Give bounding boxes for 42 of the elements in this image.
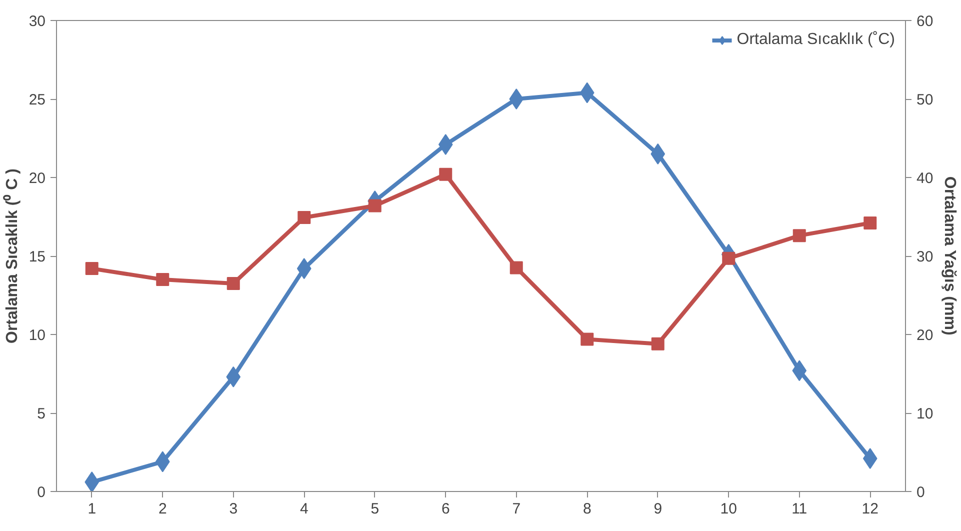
y-tick-label: 20 bbox=[28, 170, 46, 187]
y2-tick-label: 30 bbox=[916, 248, 934, 266]
point bbox=[439, 168, 452, 181]
legend-label: Ortalama Sıcaklık (˚C) bbox=[736, 31, 895, 49]
x-tick-label: 9 bbox=[654, 500, 662, 518]
y-axis-title: Ortalama Sıcaklık (⁰ C ) bbox=[2, 168, 21, 344]
y2-tick-label: 40 bbox=[916, 170, 934, 187]
x-tick-label: 6 bbox=[441, 500, 450, 518]
y2-tick-label: 60 bbox=[916, 13, 934, 30]
point bbox=[85, 262, 98, 276]
point bbox=[84, 472, 100, 492]
x-tick-label: 12 bbox=[862, 500, 878, 518]
y-tick-label: 15 bbox=[28, 248, 46, 266]
point bbox=[580, 332, 594, 346]
x-tick-label: 2 bbox=[158, 500, 167, 518]
x-tick-label: 7 bbox=[512, 500, 521, 518]
point bbox=[792, 229, 806, 242]
x-tick-label: 10 bbox=[720, 500, 737, 518]
x-tick-label: 4 bbox=[300, 500, 308, 518]
y2-tick-label: 10 bbox=[916, 406, 934, 422]
y-tick-label: 0 bbox=[37, 484, 46, 501]
y2-tick-label: 0 bbox=[916, 484, 925, 501]
y-tick-label: 30 bbox=[28, 13, 46, 30]
point bbox=[226, 276, 240, 290]
point bbox=[510, 261, 523, 274]
y-tick-label: 10 bbox=[28, 327, 46, 344]
point bbox=[509, 88, 524, 110]
point bbox=[864, 216, 877, 230]
point bbox=[368, 199, 382, 212]
y2-axis-title: Ortalama Yağış (mm) bbox=[941, 176, 958, 336]
point bbox=[651, 337, 664, 350]
x-tick-label: 1 bbox=[88, 500, 96, 518]
x-tick-label: 11 bbox=[792, 500, 808, 518]
y-tick-label: 25 bbox=[28, 92, 46, 108]
point bbox=[156, 273, 170, 286]
y2-tick-label: 20 bbox=[916, 327, 934, 344]
y-tick-label: 5 bbox=[37, 406, 46, 422]
y2-tick-label: 50 bbox=[916, 92, 934, 108]
x-tick-label: 5 bbox=[370, 500, 380, 518]
x-tick-label: 3 bbox=[229, 500, 238, 518]
point bbox=[298, 211, 311, 224]
x-tick-label: 8 bbox=[582, 500, 592, 518]
